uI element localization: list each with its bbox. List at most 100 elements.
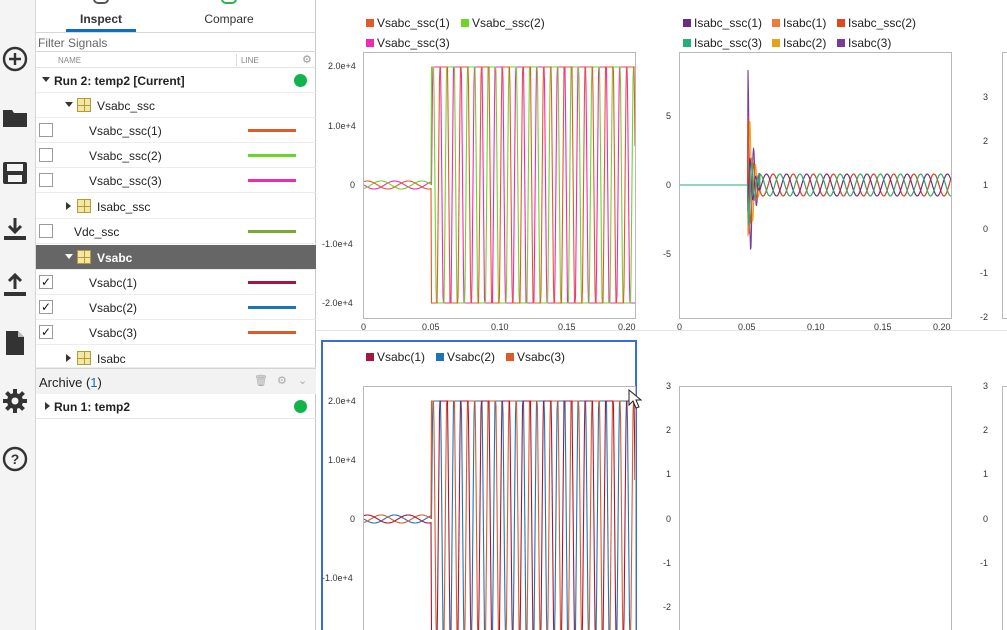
settings-icon[interactable] [0,384,30,418]
signal-row[interactable]: Vsabc_ssc(2) [36,143,316,168]
archive-close-paren: ) [97,375,102,390]
legend-swatch [366,19,374,27]
y-tick: 1.0e+4 [328,455,356,465]
tab-compare[interactable]: Compare [196,0,262,32]
tab-inspect[interactable]: Inspect [66,0,136,32]
plot2-traces [680,69,951,250]
signal-label: Vsabc(3) [89,326,138,340]
x-tick: 0.05 [422,322,440,332]
legend-label: Isabc_ssc(3) [694,36,763,50]
selected-plot-frame[interactable] [321,340,637,630]
y-tick: -1 [663,558,672,568]
legend-item[interactable]: Vsabc(3) [506,350,565,364]
archive-header[interactable]: Archive (1) 🗑 ⚙ ⌄ [36,368,316,394]
folder-icon[interactable] [0,100,30,134]
legend-label: Isabc(3) [848,36,892,50]
trace-line [680,115,951,224]
chevron-right-icon[interactable] [45,402,50,410]
signal-checkbox[interactable] [39,224,53,238]
legend-swatch [366,39,374,47]
x-tick: 0.10 [491,322,509,332]
legend-item[interactable]: Vsabc_ssc(3) [366,36,450,50]
signal-checkbox-checked[interactable]: ✓ [39,275,53,289]
signal-row[interactable]: Vsabc_ssc(3) [36,168,316,193]
trace-line [364,66,635,304]
legend-item[interactable]: Vsabc(2) [436,350,495,364]
signal-checkbox[interactable] [39,173,53,187]
line-swatch[interactable] [248,306,296,309]
plot1-axes[interactable] [363,52,636,319]
y-tick: 3 [983,381,989,391]
y-tick: 5 [666,111,672,121]
signal-checkbox-checked[interactable]: ✓ [39,300,53,314]
legend-item[interactable]: Isabc(3) [837,36,891,50]
grid-icon [77,351,91,365]
grid-icon [77,98,91,112]
filter-signals-input[interactable]: Filter Signals [36,32,316,52]
save-icon[interactable] [0,156,30,190]
chevron-right-icon[interactable] [66,202,71,210]
signal-checkbox[interactable] [39,123,53,137]
signal-label: Vsabc_ssc(2) [89,149,162,163]
gear-icon[interactable]: ⚙ [277,375,287,387]
line-swatch[interactable] [248,331,296,334]
plot3-axes[interactable] [1002,52,1007,319]
legend-swatch [366,353,374,361]
chevron-down-icon[interactable]: ⌄ [298,375,308,387]
signal-group-vsabc-ssc[interactable]: Vsabc_ssc [36,93,316,118]
signal-group-vsabc[interactable]: Vsabc [36,245,316,270]
signal-row[interactable]: ✓ Vsabc(1) [36,270,316,295]
chevron-down-icon[interactable] [42,77,50,82]
plot5-axes[interactable] [679,386,952,630]
y-tick: -2.0e+4 [322,298,353,308]
archive-label: Archive ( [39,375,91,390]
legend-label: Isabc(2) [783,36,827,50]
trash-icon[interactable]: 🗑 [254,375,268,387]
legend-item[interactable]: Isabc_ssc(3) [683,36,762,50]
signal-row[interactable]: ✓ Vsabc(3) [36,320,316,345]
plot6-axes[interactable] [1002,386,1007,630]
legend-item[interactable]: Vsabc(1) [366,350,425,364]
signal-group-isabc-ssc[interactable]: Isabc_ssc [36,194,316,219]
plot3-traces [364,400,635,630]
trace-line [680,162,951,226]
legend-item[interactable]: Vsabc_ssc(2) [461,16,545,30]
signal-row[interactable]: ✓ Vsabc(2) [36,295,316,320]
add-icon[interactable] [0,42,30,76]
legend-item[interactable]: Isabc(1) [772,16,826,30]
upload-icon[interactable] [0,268,30,302]
plot2-axes[interactable] [679,52,952,319]
legend-item[interactable]: Isabc_ssc(2) [837,16,916,30]
line-swatch[interactable] [248,179,296,182]
plot3-axes[interactable] [363,386,636,630]
line-swatch[interactable] [248,154,296,157]
legend-swatch [837,39,845,47]
legend-item[interactable]: Vsabc_ssc(1) [366,16,450,30]
chevron-down-icon[interactable] [65,254,73,259]
signal-checkbox-checked[interactable]: ✓ [39,325,53,339]
chevron-right-icon[interactable] [66,354,71,362]
run-row-run1[interactable]: Run 1: temp2 [36,394,316,419]
signal-group-isabc[interactable]: Isabc [36,346,316,368]
help-icon[interactable]: ? [0,442,30,476]
line-swatch[interactable] [248,281,296,284]
column-settings-icon[interactable]: ⚙ [302,54,312,66]
download-icon[interactable] [0,212,30,246]
trace-line [364,400,635,630]
legend-item[interactable]: Isabc(2) [772,36,826,50]
line-swatch[interactable] [248,230,296,233]
y-tick: -1.0e+4 [322,573,353,583]
line-swatch[interactable] [248,129,296,132]
signal-checkbox[interactable] [39,148,53,162]
document-icon[interactable] [0,326,30,360]
y-tick: 2.0e+4 [328,396,356,406]
signal-label: Vsabc(2) [89,301,138,315]
run-row-run2[interactable]: Run 2: temp2 [Current] [36,68,316,93]
signal-label: Vsabc_ssc(3) [89,174,162,188]
chevron-down-icon[interactable] [65,102,73,107]
signal-label: Vdc_ssc [74,225,120,239]
y-tick: 0 [983,514,989,524]
signal-row[interactable]: Vsabc_ssc(1) [36,118,316,143]
signal-row[interactable]: Vdc_ssc [36,219,316,244]
legend-item[interactable]: Isabc_ssc(1) [683,16,762,30]
